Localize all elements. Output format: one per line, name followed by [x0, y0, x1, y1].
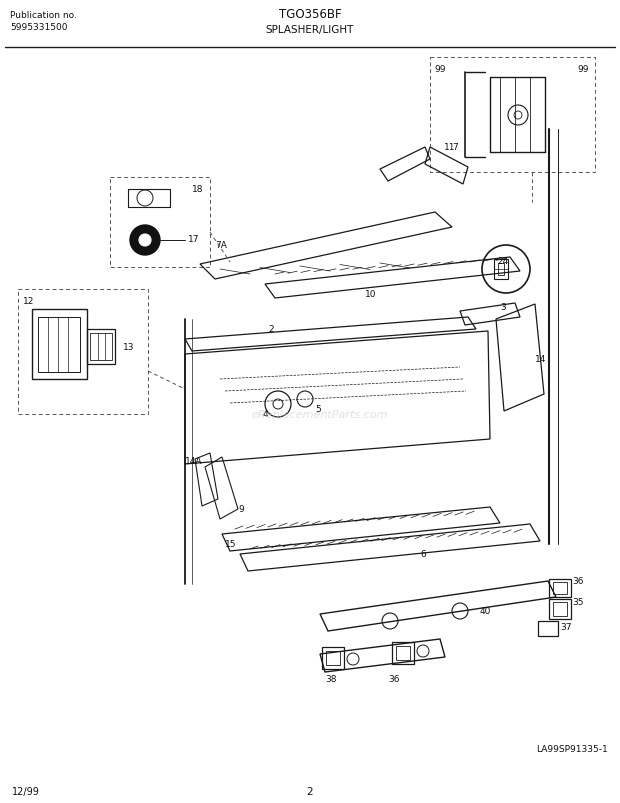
Text: 13: 13 [123, 343, 135, 352]
Text: SPLASHER/LIGHT: SPLASHER/LIGHT [266, 25, 354, 35]
Text: 11: 11 [444, 143, 456, 153]
Text: 14: 14 [535, 355, 546, 364]
Bar [553, 582, 567, 594]
Bar [396, 646, 410, 660]
Text: 14A: 14A [185, 457, 203, 466]
Text: 15: 15 [225, 540, 236, 548]
Text: 5995331500: 5995331500 [10, 23, 68, 32]
Text: 10: 10 [365, 290, 376, 300]
Text: 40: 40 [480, 607, 492, 616]
Circle shape [130, 226, 160, 255]
Text: 9: 9 [238, 505, 244, 514]
Text: 2: 2 [268, 325, 273, 334]
Text: 6: 6 [420, 550, 426, 559]
Bar [549, 599, 571, 619]
Text: 4: 4 [263, 410, 268, 419]
Bar [494, 259, 508, 279]
Text: eReplacementParts.com: eReplacementParts.com [252, 410, 388, 419]
Bar [90, 333, 112, 361]
Text: 5: 5 [315, 405, 321, 414]
Text: LA99SP91335-1: LA99SP91335-1 [536, 744, 608, 753]
Bar [326, 651, 340, 665]
Bar [538, 622, 558, 636]
Text: 2: 2 [307, 786, 313, 796]
Bar [392, 642, 414, 664]
Bar [430, 58, 595, 173]
Text: TGO356BF: TGO356BF [278, 7, 342, 20]
Text: 99: 99 [577, 64, 588, 73]
Bar [87, 329, 115, 365]
Text: 38: 38 [325, 675, 337, 683]
Circle shape [139, 234, 151, 247]
Text: 35: 35 [572, 597, 583, 607]
Bar [32, 310, 87, 380]
Bar [322, 647, 344, 669]
Bar [18, 290, 148, 414]
Text: Publication no.: Publication no. [10, 11, 77, 20]
Text: 7A: 7A [215, 240, 227, 249]
Text: 7: 7 [452, 143, 458, 153]
Bar [553, 602, 567, 616]
Bar [498, 263, 504, 275]
Text: 12: 12 [23, 297, 34, 306]
Text: 36: 36 [572, 577, 583, 585]
Bar [110, 177, 210, 267]
Text: 99: 99 [434, 64, 446, 73]
Bar [38, 318, 80, 373]
Text: 17: 17 [188, 235, 200, 244]
Text: 36: 36 [388, 675, 399, 683]
Text: 3: 3 [500, 303, 506, 312]
Text: 18: 18 [192, 185, 203, 194]
Bar [549, 579, 571, 597]
Text: 24: 24 [497, 257, 508, 266]
Text: 37: 37 [560, 622, 572, 632]
Text: 12/99: 12/99 [12, 786, 40, 796]
